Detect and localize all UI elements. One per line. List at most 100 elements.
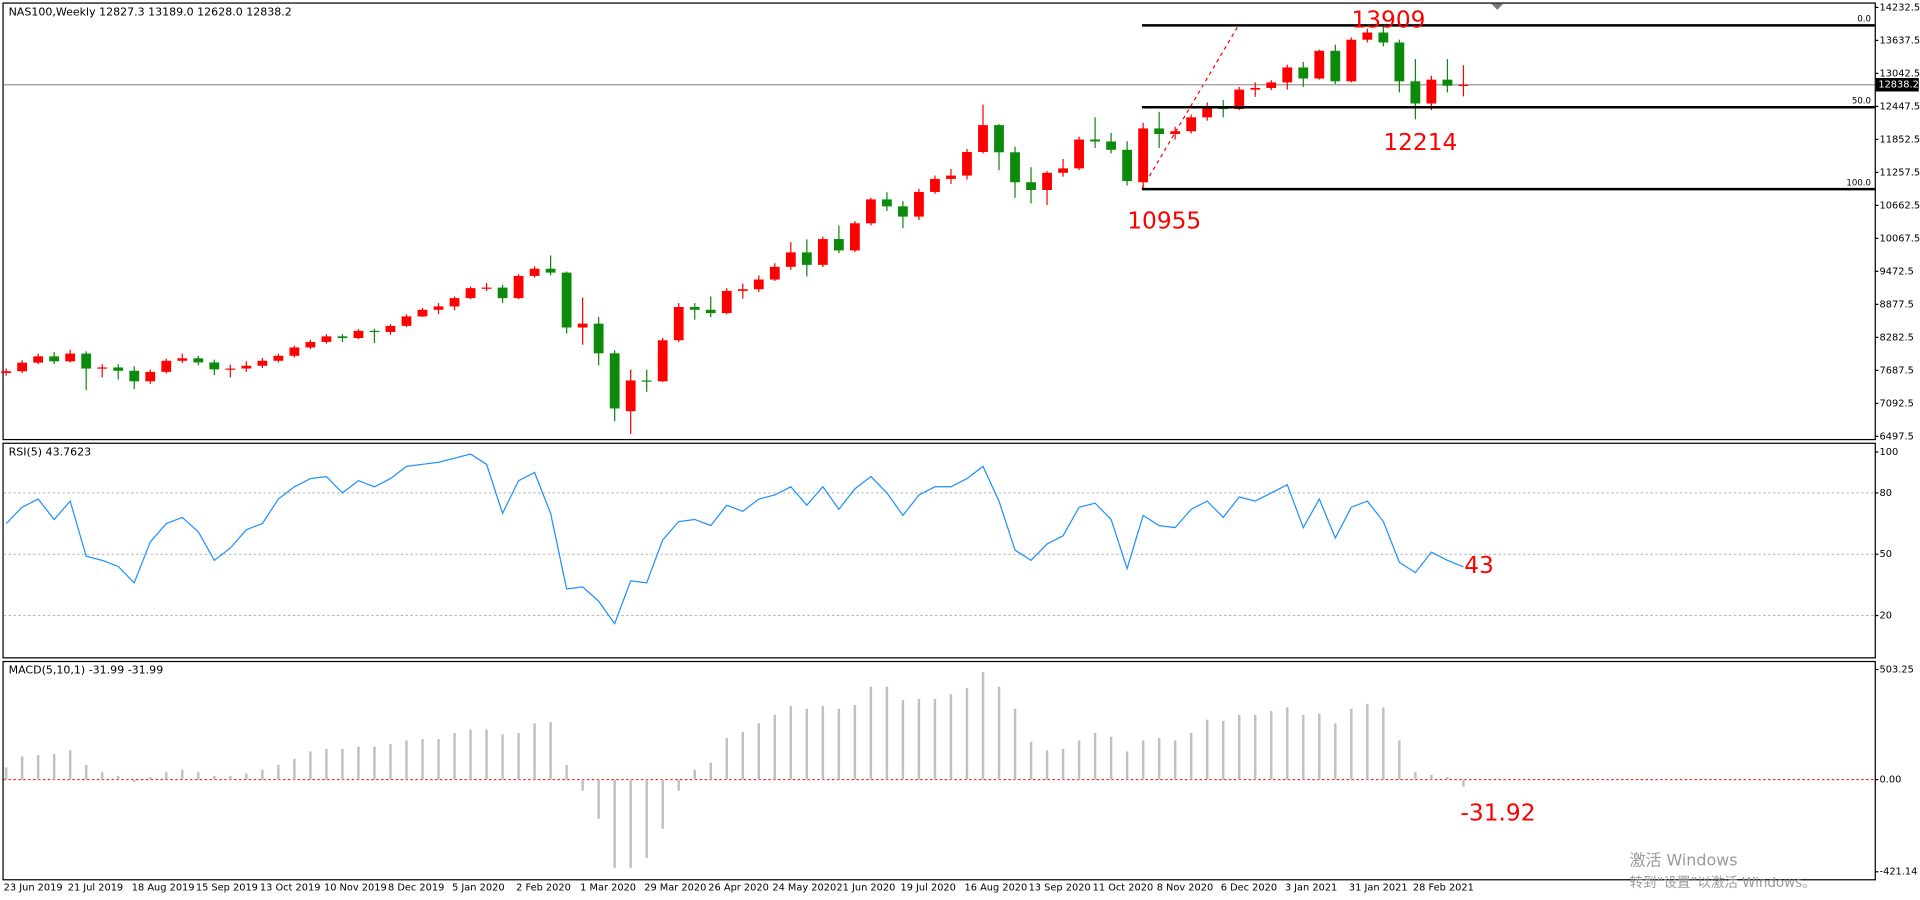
candle-body xyxy=(529,268,540,276)
fib-label: 50.0 xyxy=(1852,97,1871,107)
candle-body xyxy=(17,362,28,372)
candle-body xyxy=(49,356,60,362)
candle-body xyxy=(673,306,684,341)
candle-body xyxy=(385,325,396,332)
candle-body xyxy=(193,358,204,363)
candle-body xyxy=(946,175,956,179)
x-tick-label: 29 Mar 2020 xyxy=(644,883,706,894)
y-tick-label: 14232.5 xyxy=(1880,2,1920,13)
bid-box xyxy=(1875,77,1919,92)
candle-body xyxy=(33,356,44,363)
candle-body xyxy=(1202,106,1213,118)
candle-body xyxy=(1378,32,1389,43)
candle-body xyxy=(817,239,828,265)
x-tick-label: 5 Jan 2020 xyxy=(452,883,504,894)
candle-body xyxy=(721,290,732,314)
annotation: 12214 xyxy=(1383,129,1457,156)
candle-body xyxy=(849,223,860,251)
candle-body xyxy=(1426,79,1437,104)
candle-body xyxy=(353,330,364,339)
x-tick-label: 24 May 2020 xyxy=(772,883,836,894)
y-tick-label: -421.14 xyxy=(1880,867,1918,878)
candle-body xyxy=(962,152,972,176)
annotation: 43 xyxy=(1464,552,1494,579)
candle-body xyxy=(145,371,156,382)
rsi-panel xyxy=(2,442,1876,659)
candle-body xyxy=(930,178,940,192)
y-tick-label: 6497.5 xyxy=(1880,431,1914,442)
candle-body xyxy=(1266,82,1277,88)
candle-body xyxy=(769,266,780,280)
candle-body xyxy=(513,275,524,299)
y-tick-label: 11852.5 xyxy=(1880,134,1920,145)
candle-body xyxy=(978,125,988,153)
y-tick-label: 11257.5 xyxy=(1880,167,1920,178)
x-tick-label: 16 Aug 2020 xyxy=(965,883,1028,894)
y-tick-label: 12447.5 xyxy=(1880,101,1920,112)
indicator-title: RSI(5) 43.7623 xyxy=(9,445,92,458)
x-tick-label: 6 Dec 2020 xyxy=(1221,883,1277,894)
candle-body xyxy=(1010,152,1020,183)
x-tick-label: 26 Apr 2020 xyxy=(708,883,769,894)
watermark: 转到“设置”以激活 Windows。 xyxy=(1630,875,1816,891)
candle-body xyxy=(609,353,620,409)
watermark: 激活 Windows xyxy=(1630,850,1738,869)
fib-label: 100.0 xyxy=(1846,179,1871,189)
x-tick-label: 8 Nov 2020 xyxy=(1157,883,1213,894)
candle-body xyxy=(1314,50,1325,79)
candle-body xyxy=(737,289,748,291)
candle-body xyxy=(369,330,380,333)
candle-body xyxy=(898,206,908,217)
x-tick-label: 23 Jun 2019 xyxy=(4,883,63,894)
candle-body xyxy=(753,279,764,290)
annotation: 10955 xyxy=(1127,207,1201,234)
indicator-title: NAS100,Weekly 12827.3 13189.0 12628.0 12… xyxy=(9,5,292,18)
candle-body xyxy=(449,298,460,307)
annotation: -31.92 xyxy=(1461,800,1536,827)
x-tick-label: 3 Jan 2021 xyxy=(1285,883,1337,894)
candle-body xyxy=(1058,168,1068,173)
candle-body xyxy=(1090,139,1100,142)
y-tick-label: 80 xyxy=(1880,488,1892,499)
x-tick-label: 2 Feb 2020 xyxy=(516,883,571,894)
x-tick-label: 8 Dec 2019 xyxy=(388,883,444,894)
candle-body xyxy=(161,360,172,372)
annotation: 13909 xyxy=(1351,6,1425,33)
candle-body xyxy=(593,323,604,354)
y-tick-label: 8282.5 xyxy=(1880,332,1914,343)
candle-body xyxy=(657,340,668,382)
y-tick-label: 13042.5 xyxy=(1880,68,1920,79)
y-tick-label: 10067.5 xyxy=(1880,233,1920,244)
candle-body xyxy=(81,353,92,369)
y-tick-label: 9472.5 xyxy=(1880,266,1914,277)
y-tick-label: 503.25 xyxy=(1880,665,1914,676)
x-tick-label: 19 Jul 2020 xyxy=(900,883,955,894)
candle-body xyxy=(1410,81,1421,104)
candle-body xyxy=(1042,172,1052,190)
candle-body xyxy=(1154,128,1165,134)
x-tick-label: 28 Feb 2021 xyxy=(1413,883,1474,894)
x-tick-label: 11 Oct 2020 xyxy=(1093,883,1154,894)
candle-body xyxy=(65,353,76,362)
candle-body xyxy=(225,368,236,370)
candle-body xyxy=(177,358,188,361)
y-tick-label: 50 xyxy=(1880,549,1892,560)
shift-marker xyxy=(1491,3,1504,10)
macd-panel xyxy=(2,660,1876,881)
candle-body xyxy=(321,336,332,342)
candle-body xyxy=(914,191,924,217)
y-tick-label: 0.00 xyxy=(1880,775,1902,786)
candle-body xyxy=(833,239,844,251)
candle-body xyxy=(1186,117,1197,132)
candle-body xyxy=(994,125,1004,153)
x-tick-label: 13 Sep 2020 xyxy=(1029,883,1091,894)
candle-body xyxy=(641,380,652,382)
indicator-title: MACD(5,10,1) -31.99 -31.99 xyxy=(9,664,164,677)
candle-body xyxy=(465,288,476,299)
candle-body xyxy=(433,306,444,310)
x-tick-label: 10 Nov 2019 xyxy=(324,883,387,894)
x-tick-label: 13 Oct 2019 xyxy=(260,883,321,894)
